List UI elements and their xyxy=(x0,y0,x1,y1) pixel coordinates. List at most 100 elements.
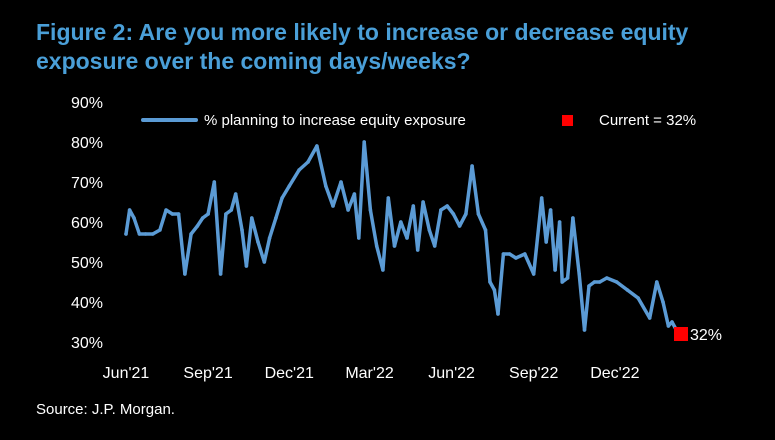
data-point xyxy=(565,276,570,280)
x-axis-ticks: Jun'21 Sep'21 Dec'21 Mar'22 Jun'22 Sep'22 Dec'… xyxy=(103,365,640,382)
data-point xyxy=(571,216,575,220)
data-point xyxy=(507,252,512,256)
data-point xyxy=(445,204,450,208)
y-axis-ticks: 30% 40% 50% 60% 70% 80% 90% xyxy=(71,95,103,352)
data-point xyxy=(661,300,665,304)
data-point xyxy=(362,140,367,144)
data-point xyxy=(137,232,142,236)
data-point xyxy=(666,324,671,328)
data-point xyxy=(262,260,267,264)
series-points xyxy=(124,140,682,336)
data-point xyxy=(158,228,162,232)
data-point xyxy=(151,232,155,236)
data-point xyxy=(229,208,234,212)
data-point xyxy=(357,236,361,240)
data-point xyxy=(368,208,373,212)
data-point xyxy=(352,192,357,196)
data-point xyxy=(439,208,443,212)
data-point xyxy=(331,204,335,208)
y-tick-label: 70% xyxy=(71,175,103,192)
data-point xyxy=(233,192,238,196)
current-value-label: 32% xyxy=(690,327,722,344)
data-point xyxy=(492,288,497,292)
data-point xyxy=(405,236,409,240)
data-point xyxy=(587,284,591,288)
data-point xyxy=(427,228,432,232)
data-point xyxy=(280,196,284,200)
data-point xyxy=(592,280,597,284)
data-point xyxy=(399,220,403,224)
data-point xyxy=(411,204,416,208)
data-point xyxy=(496,312,500,316)
data-point xyxy=(531,272,536,276)
data-point xyxy=(553,268,557,272)
data-point xyxy=(200,216,205,220)
data-point xyxy=(339,180,343,184)
data-point xyxy=(374,244,379,248)
series-line-increase-equity xyxy=(124,140,682,336)
data-point xyxy=(523,252,527,256)
data-point xyxy=(170,212,175,216)
data-point xyxy=(274,216,278,220)
data-point xyxy=(548,208,553,212)
x-tick-label: Dec'21 xyxy=(265,365,314,382)
legend-label-series: % planning to increase equity exposure xyxy=(204,112,466,129)
data-point xyxy=(557,220,562,224)
data-point xyxy=(476,212,481,216)
data-point xyxy=(306,160,310,164)
data-point xyxy=(212,180,217,184)
data-point xyxy=(488,280,492,284)
data-point xyxy=(577,272,581,276)
data-point xyxy=(240,228,244,232)
data-point xyxy=(483,228,488,232)
data-point xyxy=(514,256,518,260)
data-point xyxy=(315,144,319,148)
chart-title: Figure 2: Are you more likely to increas… xyxy=(36,19,689,74)
x-tick-label: Jun'22 xyxy=(428,365,475,382)
data-point xyxy=(287,184,292,188)
data-point xyxy=(183,272,187,276)
data-point xyxy=(346,208,350,212)
data-point xyxy=(386,196,391,200)
data-point xyxy=(421,200,425,204)
data-point xyxy=(127,208,132,212)
legend-label-current: Current = 32% xyxy=(599,112,696,129)
data-point xyxy=(381,268,385,272)
data-point xyxy=(647,316,652,320)
y-tick-label: 90% xyxy=(71,95,103,112)
x-tick-label: Sep'22 xyxy=(509,365,558,382)
data-point xyxy=(176,212,181,216)
source-note: Source: J.P. Morgan. xyxy=(36,401,175,418)
data-point xyxy=(206,212,210,216)
data-point xyxy=(256,240,260,244)
data-point xyxy=(605,276,609,280)
current-value-marker xyxy=(674,327,688,341)
data-point xyxy=(544,240,548,244)
data-point xyxy=(224,212,228,216)
data-point xyxy=(432,244,437,248)
data-point xyxy=(164,208,168,212)
data-point xyxy=(457,224,462,228)
data-point xyxy=(464,212,468,216)
data-point xyxy=(670,320,674,324)
data-point xyxy=(655,280,659,284)
data-point xyxy=(218,272,223,276)
data-point xyxy=(636,296,640,300)
data-point xyxy=(597,280,602,284)
data-point xyxy=(143,232,148,236)
data-point xyxy=(539,196,544,200)
data-point xyxy=(267,236,272,240)
data-point xyxy=(297,168,301,172)
legend: % planning to increase equity exposure C… xyxy=(141,112,696,129)
data-point xyxy=(189,232,193,236)
data-point xyxy=(560,280,564,284)
data-point xyxy=(132,216,136,220)
data-point xyxy=(614,280,619,284)
data-point xyxy=(250,216,254,220)
data-point xyxy=(415,248,420,252)
data-point xyxy=(582,328,587,332)
y-tick-label: 40% xyxy=(71,295,103,312)
data-point xyxy=(195,224,200,228)
y-tick-label: 80% xyxy=(71,135,103,152)
